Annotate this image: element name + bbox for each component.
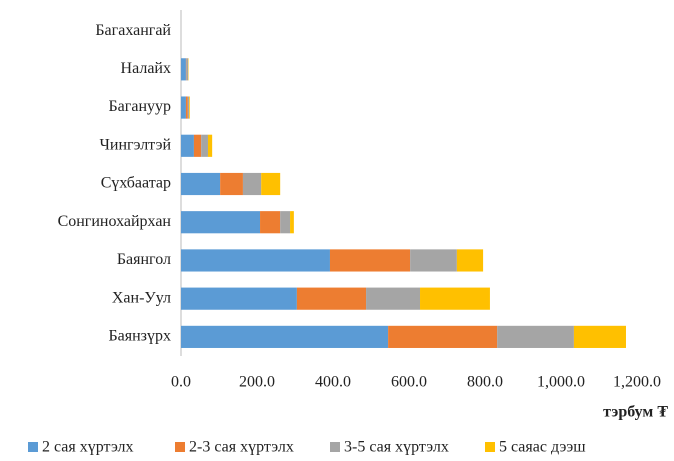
- y-tick-label: Сүхбаатар: [101, 175, 171, 192]
- y-tick-label: Налайх: [121, 60, 171, 77]
- legend-swatch: [28, 442, 38, 452]
- legend-label: 3-5 сая хүртэлх: [344, 439, 449, 456]
- x-axis-label: тэрбум ₮: [603, 404, 668, 421]
- legend-swatch: [175, 442, 185, 452]
- x-tick-label: 400.0: [315, 374, 351, 391]
- bar-segment: [207, 134, 213, 157]
- y-tick-label: Баянгол: [117, 251, 171, 268]
- bar-segment: [181, 211, 261, 234]
- bar-segment: [181, 325, 389, 348]
- bar-segment: [193, 134, 202, 157]
- bar-segment: [296, 287, 367, 310]
- bar-segment: [388, 325, 498, 348]
- bar-segment: [186, 58, 189, 81]
- x-tick-label: 800.0: [467, 374, 503, 391]
- bar-segment: [260, 211, 281, 234]
- y-tick-label: Сонгинохайрхан: [58, 213, 172, 230]
- bar-segment: [261, 172, 281, 196]
- bar-segment: [181, 58, 186, 81]
- x-tick-label: 1,200.0: [613, 374, 661, 391]
- legend-label: 5 саяас дээш: [499, 439, 586, 456]
- y-tick-label: Баянзүрх: [108, 328, 171, 345]
- x-tick-label: 200.0: [239, 374, 275, 391]
- y-tick-label: Чингэлтэй: [100, 136, 172, 153]
- bar-segment: [187, 96, 189, 119]
- bar-segment: [242, 172, 262, 196]
- y-tick-label: Багануур: [108, 98, 171, 115]
- x-tick-label: 0.0: [171, 374, 191, 391]
- bar-segment: [280, 211, 291, 234]
- bar-segment: [290, 211, 294, 234]
- y-tick-label: Хан-Уул: [112, 289, 171, 306]
- bar-segment: [456, 249, 484, 272]
- bar-segment: [329, 249, 411, 272]
- bar-segment: [497, 325, 574, 348]
- bar-segment: [188, 96, 190, 119]
- bar-segment: [573, 325, 626, 348]
- bar-segment: [420, 287, 490, 310]
- bar-segment: [181, 96, 186, 119]
- y-tick-label: Багахангай: [95, 22, 171, 39]
- bar-segment: [220, 172, 243, 196]
- legend-swatch: [485, 442, 495, 452]
- legend-label: 2-3 сая хүртэлх: [189, 439, 294, 456]
- x-tick-label: 1,000.0: [537, 374, 585, 391]
- x-tick-label: 600.0: [391, 374, 427, 391]
- bar-segment: [185, 96, 188, 119]
- bar-segment: [410, 249, 457, 272]
- bar-segment: [181, 172, 221, 196]
- bar-segment: [201, 134, 208, 157]
- legend-swatch: [330, 442, 340, 452]
- bar-segment: [181, 249, 330, 272]
- bar-segment: [181, 134, 194, 157]
- bar-segment: [366, 287, 421, 310]
- bar-segment: [181, 287, 297, 310]
- legend-label: 2 сая хүртэлх: [42, 439, 134, 456]
